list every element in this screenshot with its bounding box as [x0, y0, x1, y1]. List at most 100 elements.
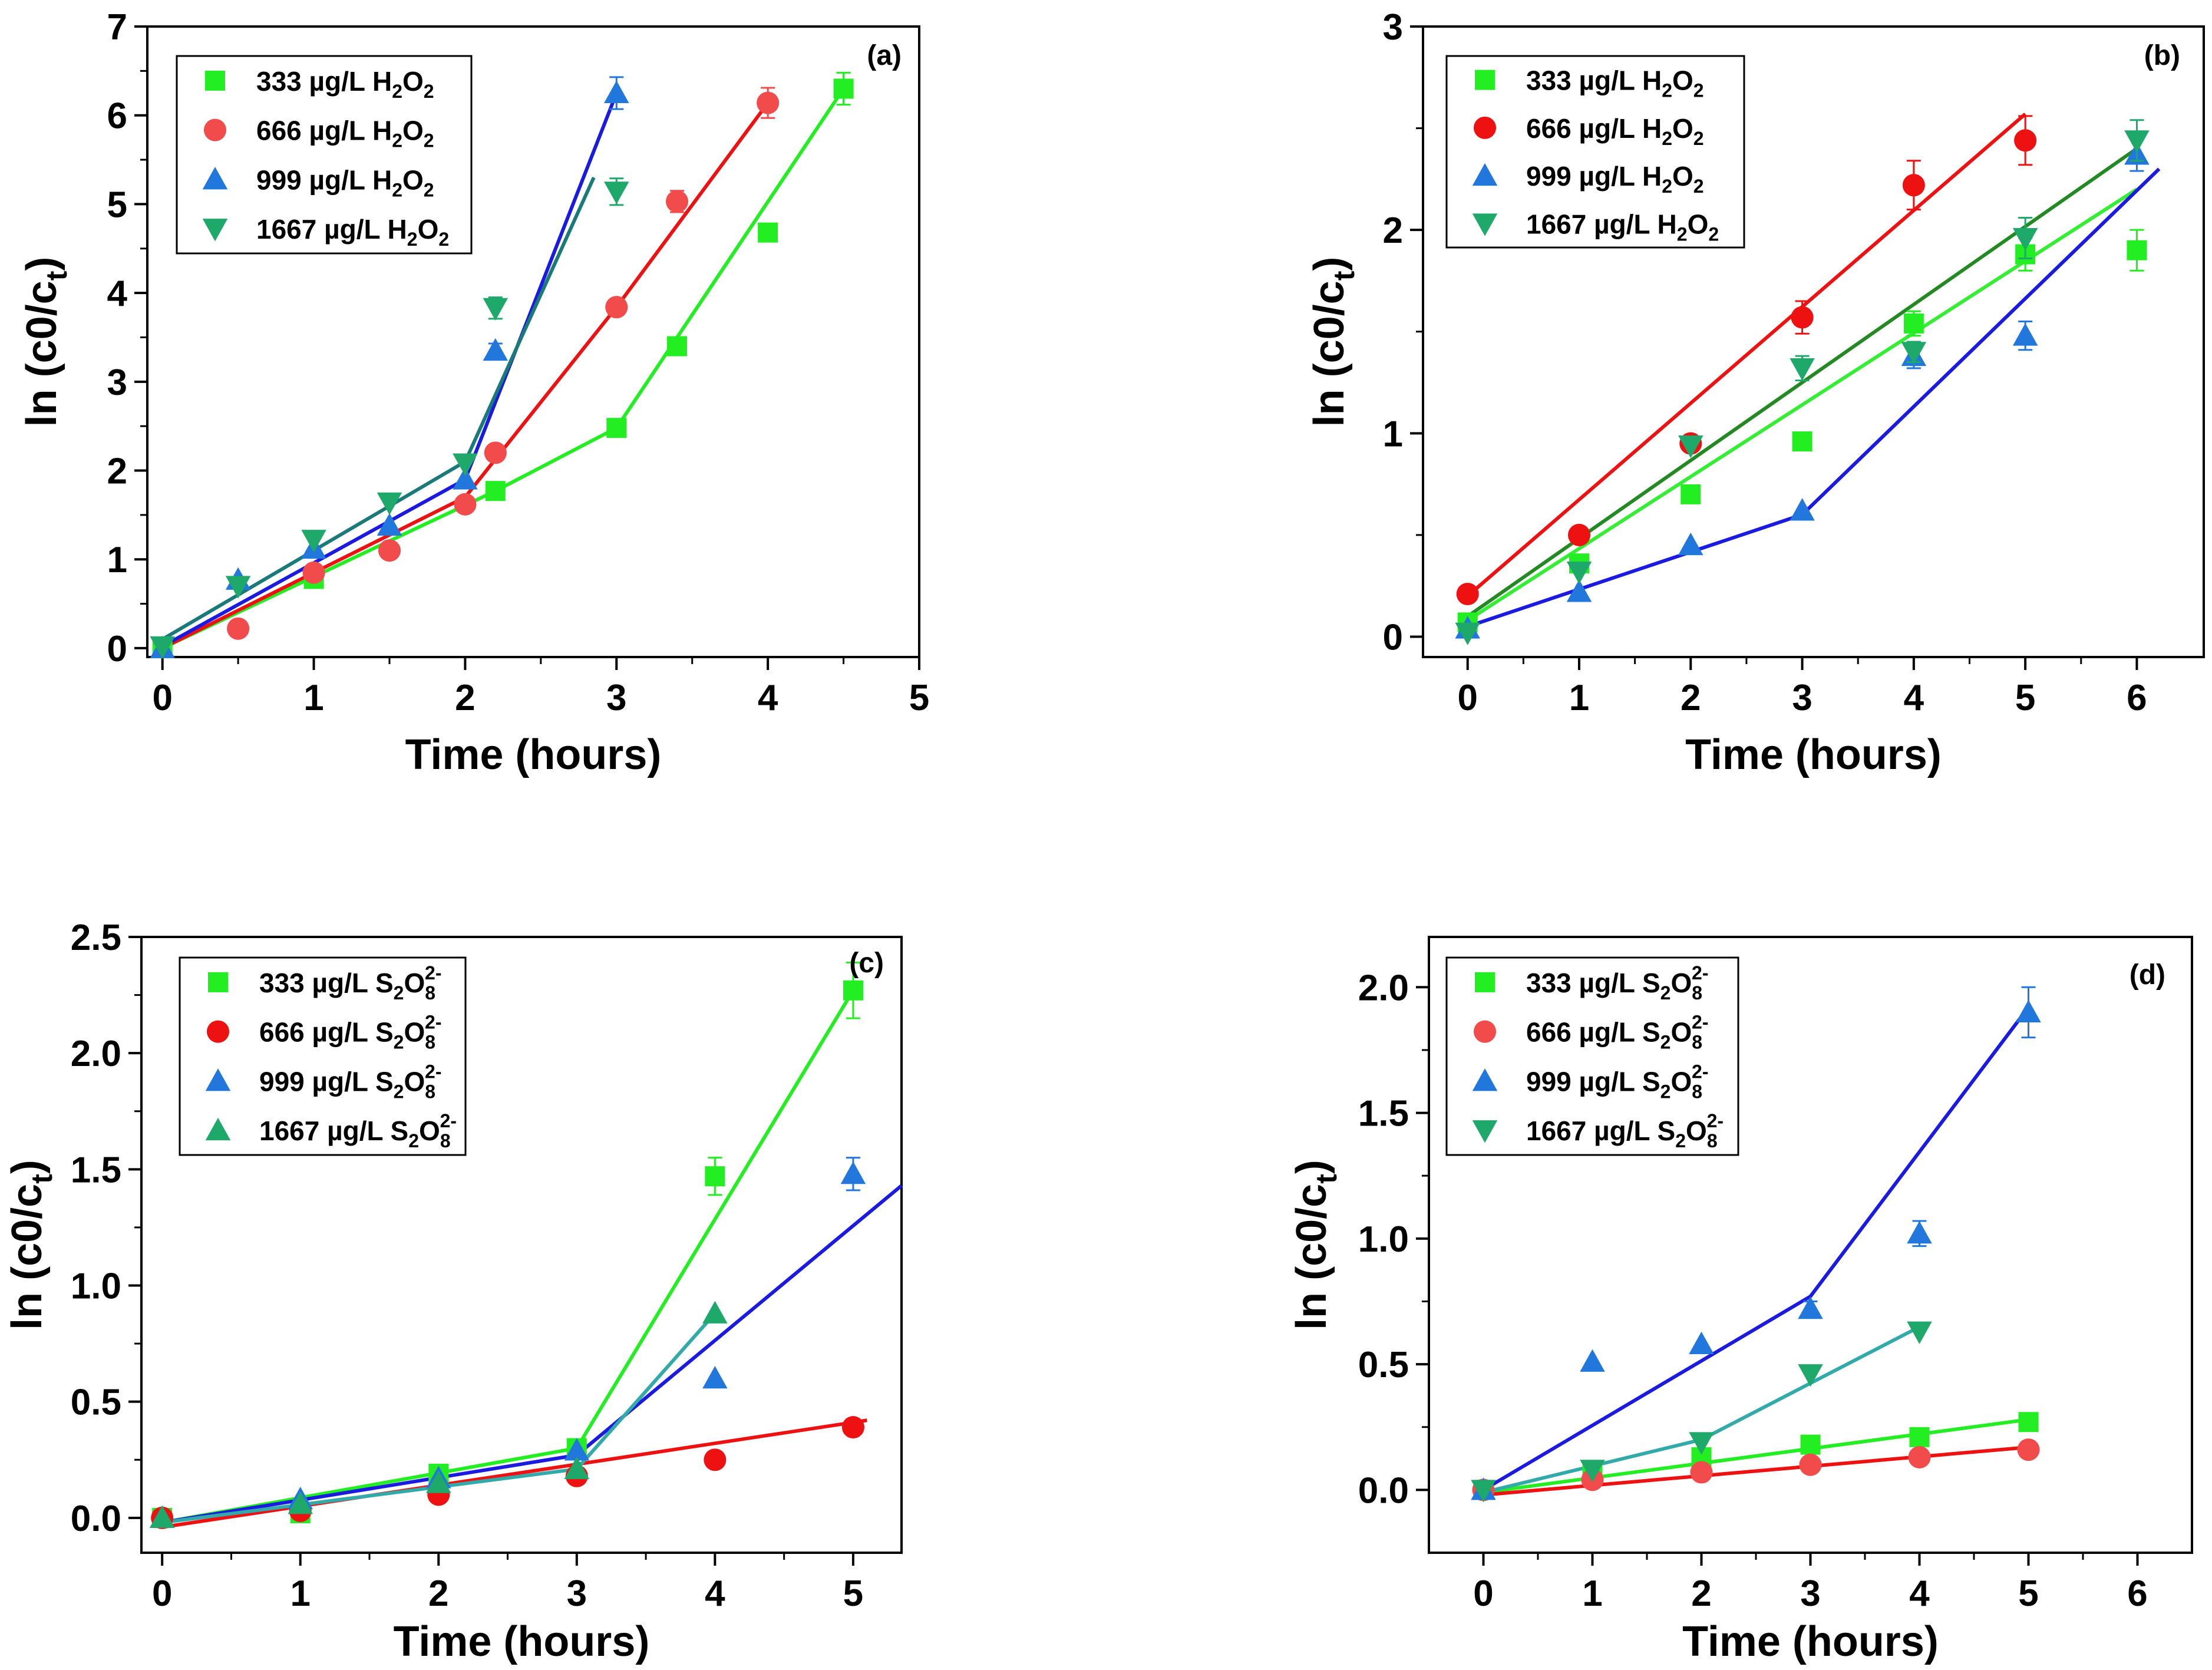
legend-label: 666 µg/L H2O2: [1526, 113, 1704, 149]
legend-marker: [1475, 70, 1495, 90]
legend-text: O: [1670, 968, 1692, 998]
legend-sub: 2: [1662, 80, 1672, 101]
legend-sub: 2: [1693, 128, 1704, 149]
data-point: [758, 222, 778, 243]
data-point: [377, 513, 402, 536]
legend-sub: 8: [425, 982, 435, 1004]
panel-d: 0 1 2 3 4 5 6 0.0 0.5 1.0 1.5 2.0 Time (hours) ln (c0…: [1288, 936, 2193, 1665]
legend-text: 999 µg/L H: [1526, 161, 1662, 192]
legend-sub: 8: [1692, 982, 1702, 1004]
legend-sub: 2: [424, 130, 434, 151]
y-axis-label-main: ln (c0/c: [4, 1184, 51, 1330]
data-point: [605, 296, 628, 319]
data-point: [453, 453, 478, 476]
legend-label: 666 µg/L S2O82-: [1526, 1012, 1708, 1053]
panel-label: (d): [2130, 959, 2165, 991]
y-tick-label: 2: [107, 451, 127, 492]
data-point: [1799, 1453, 1822, 1476]
data-point: [484, 441, 507, 464]
legend-sub: 2: [1708, 223, 1719, 245]
legend-sup: 2-: [1692, 962, 1708, 983]
data-point: [2012, 323, 2038, 346]
legend-marker: [206, 1020, 230, 1043]
legend-marker: [1472, 163, 1498, 186]
data-point: [1580, 1349, 1605, 1372]
legend-marker: [1472, 1120, 1498, 1143]
legend-marker: [202, 167, 228, 190]
data-point: [843, 980, 863, 1001]
y-tick-label: 0.5: [1358, 1345, 1409, 1385]
legend-text: O: [402, 164, 424, 195]
x-axis-label: Time (hours): [405, 731, 662, 778]
legend-label: 1667 µg/L H2O2: [256, 214, 449, 250]
legend-text: O: [1686, 1115, 1707, 1146]
y-axis-label: ln (c0/ct): [1306, 257, 1361, 427]
legend-marker: [1475, 972, 1495, 992]
legend-sub: 2: [1660, 1081, 1671, 1102]
legend-sup: 2-: [425, 962, 441, 983]
x-tick-label: 4: [1904, 678, 1924, 718]
data-point: [426, 1470, 451, 1493]
legend-sub: 2: [392, 81, 402, 102]
y-axis-label-main: ln (c0/c: [1306, 280, 1353, 427]
data-point: [1907, 1321, 1932, 1344]
legend-text: O: [1672, 161, 1693, 192]
y-axis-label: ln (c0/ct): [18, 257, 73, 427]
x-axis-label: Time (hours): [1682, 1618, 1939, 1665]
y-tick-label: 1: [107, 540, 127, 580]
legend-sub: 2: [1662, 128, 1672, 149]
y-tick-label: 0.0: [1358, 1470, 1409, 1511]
legend-label: 333 µg/L S2O82-: [1526, 962, 1708, 1004]
data-point: [1471, 1480, 1496, 1503]
data-point: [1901, 342, 1927, 365]
x-tick-label: 1: [1582, 1573, 1602, 1614]
legend-sub: 2: [1662, 176, 1672, 197]
data-point: [1907, 1221, 1932, 1244]
data-point: [704, 1448, 727, 1471]
x-tick-label: 4: [758, 678, 778, 718]
x-tick-label: 1: [1569, 678, 1589, 718]
legend-text: O: [418, 214, 439, 245]
data-point: [483, 338, 509, 361]
legend-sub: 2: [394, 1081, 404, 1102]
data-point: [2124, 130, 2150, 153]
y-tick-label: 1.5: [1358, 1094, 1409, 1134]
y-tick-label: 1.0: [1358, 1219, 1409, 1260]
legend-sub: 8: [425, 1081, 435, 1102]
data-point: [1580, 1460, 1605, 1483]
legend-marker: [202, 219, 228, 242]
legend-label: 333 µg/L H2O2: [1526, 65, 1704, 101]
legend-sub: 2: [392, 179, 402, 200]
data-point: [702, 1301, 728, 1324]
data-point: [301, 530, 326, 553]
x-tick-label: 3: [567, 1573, 587, 1614]
legend-text: 666 µg/L H: [1526, 113, 1662, 144]
legend-sup: 2-: [1707, 1110, 1724, 1131]
data-point: [2016, 999, 2041, 1022]
legend-sub: 2: [438, 229, 449, 250]
data-point: [1689, 1432, 1714, 1455]
plot-frame: [146, 25, 920, 658]
y-tick-label: 4: [107, 273, 128, 314]
data-point: [377, 492, 402, 516]
legend-sub: 2: [1693, 80, 1704, 101]
x-tick-label: 0: [152, 1573, 172, 1614]
x-tick-label: 5: [909, 678, 929, 718]
data-point: [2018, 1412, 2039, 1433]
x-tick-label: 6: [2127, 678, 2147, 718]
data-point: [453, 467, 478, 490]
panel-c: 0 1 2 3 4 5 0.0 0.5 1.0 1.5 2.0 2.5 Time (hours) ln (…: [4, 917, 903, 1665]
fit-line: [161, 1418, 867, 1529]
legend-text: 666 µg/L S: [1526, 1017, 1660, 1048]
fit-line: [1482, 1006, 2030, 1491]
legend-marker: [1473, 116, 1497, 139]
legend-label: 999 µg/L S2O82-: [1526, 1061, 1708, 1102]
fit-line: [1466, 113, 2027, 598]
data-point: [150, 636, 175, 659]
fit-line: [1467, 187, 2138, 622]
legend-text: O: [1688, 209, 1709, 239]
legend-sup: 2-: [425, 1061, 441, 1082]
legend-sub: 2: [1693, 176, 1704, 197]
legend-label: 666 µg/L S2O82-: [259, 1012, 441, 1053]
